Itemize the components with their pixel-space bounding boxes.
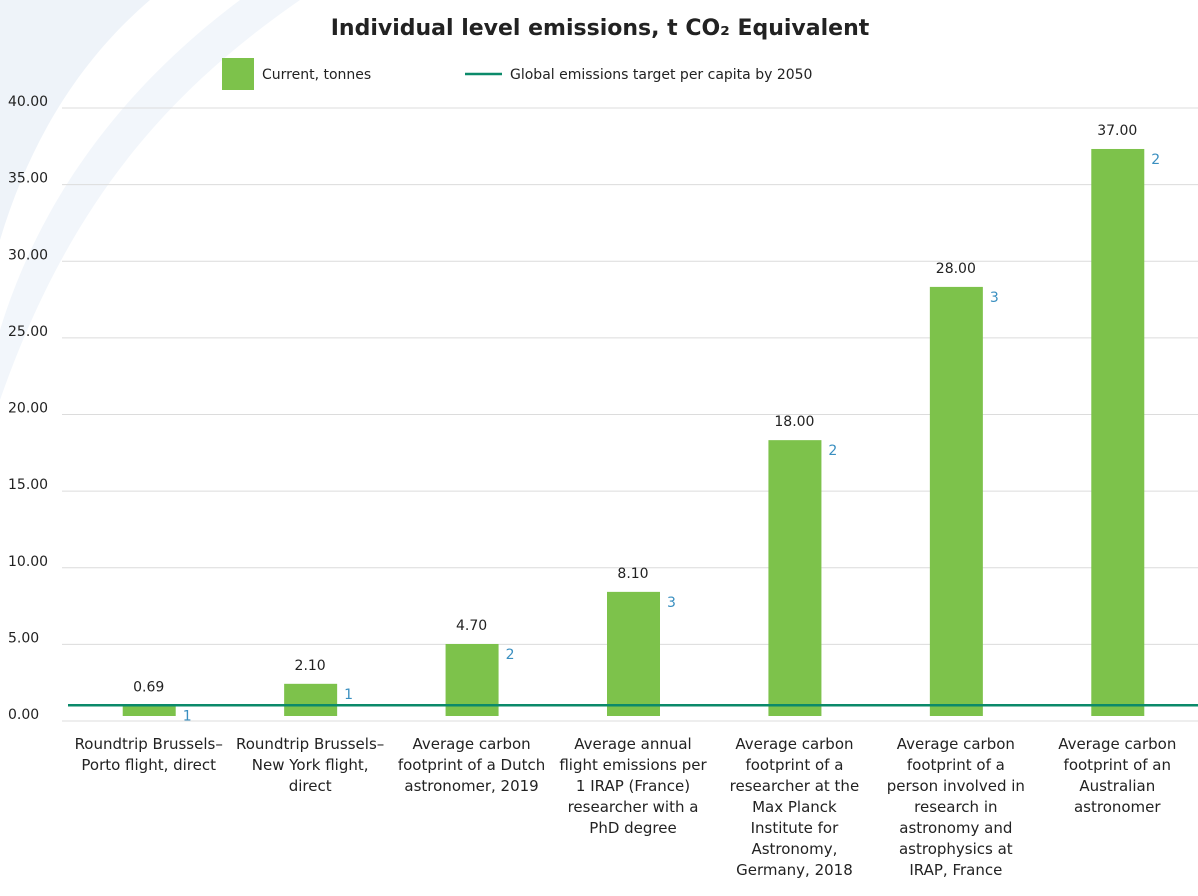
- value-label: 0.69: [133, 679, 164, 695]
- bar: [768, 440, 822, 716]
- footnote: 1: [183, 708, 192, 724]
- y-tick-label: 5.00: [8, 630, 39, 646]
- chart-title: Individual level emissions, t CO₂ Equiva…: [331, 16, 870, 41]
- value-label: 28.00: [936, 261, 976, 277]
- bar: [284, 683, 338, 716]
- legend-swatch: [222, 58, 254, 90]
- y-tick-label: 30.00: [8, 247, 48, 263]
- legend-label: Current, tonnes: [262, 67, 371, 83]
- footnote: 2: [828, 443, 837, 459]
- x-tick-label: Roundtrip Brussels–Porto flight, direct: [74, 735, 223, 774]
- y-tick-label: 35.00: [8, 171, 48, 187]
- x-tick-label: Average carbon footprint of a researcher…: [729, 735, 860, 879]
- legend-label: Global emissions target per capita by 20…: [510, 67, 812, 83]
- value-label: 2.10: [295, 658, 326, 674]
- x-tick-label: Average carbon footprint of a Dutch astr…: [397, 735, 546, 795]
- footnote: 2: [506, 647, 515, 663]
- y-tick-label: 0.00: [8, 707, 39, 723]
- background-shape: [0, 0, 150, 240]
- value-label: 37.00: [1097, 123, 1137, 139]
- x-tick-label: Roundtrip Brussels–New York flight, dire…: [236, 735, 385, 795]
- bar: [929, 286, 983, 716]
- y-tick-label: 10.00: [8, 554, 48, 570]
- footnote: 1: [344, 687, 353, 703]
- y-tick-label: 40.00: [8, 94, 48, 110]
- x-tick-label: Average carbon footprint of an Australia…: [1058, 735, 1177, 816]
- y-tick-label: 15.00: [8, 477, 48, 493]
- x-tick-label: Average carbon footprint of a person inv…: [886, 735, 1025, 879]
- background-shape: [0, 0, 300, 400]
- footnote: 3: [667, 595, 676, 611]
- bar: [607, 591, 660, 716]
- footnote: 3: [990, 290, 999, 306]
- x-tick-label: Average annual flight emissions per 1 IR…: [559, 735, 707, 837]
- value-label: 4.70: [456, 618, 487, 634]
- bar: [445, 643, 499, 716]
- y-tick-label: 25.00: [8, 324, 48, 340]
- value-label: 18.00: [774, 414, 814, 430]
- value-label: 8.10: [617, 566, 648, 582]
- footnote: 2: [1151, 152, 1160, 168]
- bar: [122, 705, 176, 716]
- bar: [1091, 148, 1145, 717]
- y-tick-label: 20.00: [8, 401, 48, 417]
